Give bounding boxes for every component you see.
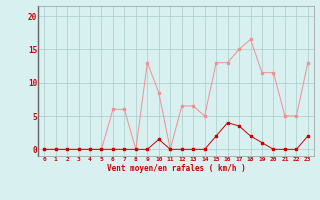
X-axis label: Vent moyen/en rafales ( km/h ): Vent moyen/en rafales ( km/h ) <box>107 164 245 173</box>
